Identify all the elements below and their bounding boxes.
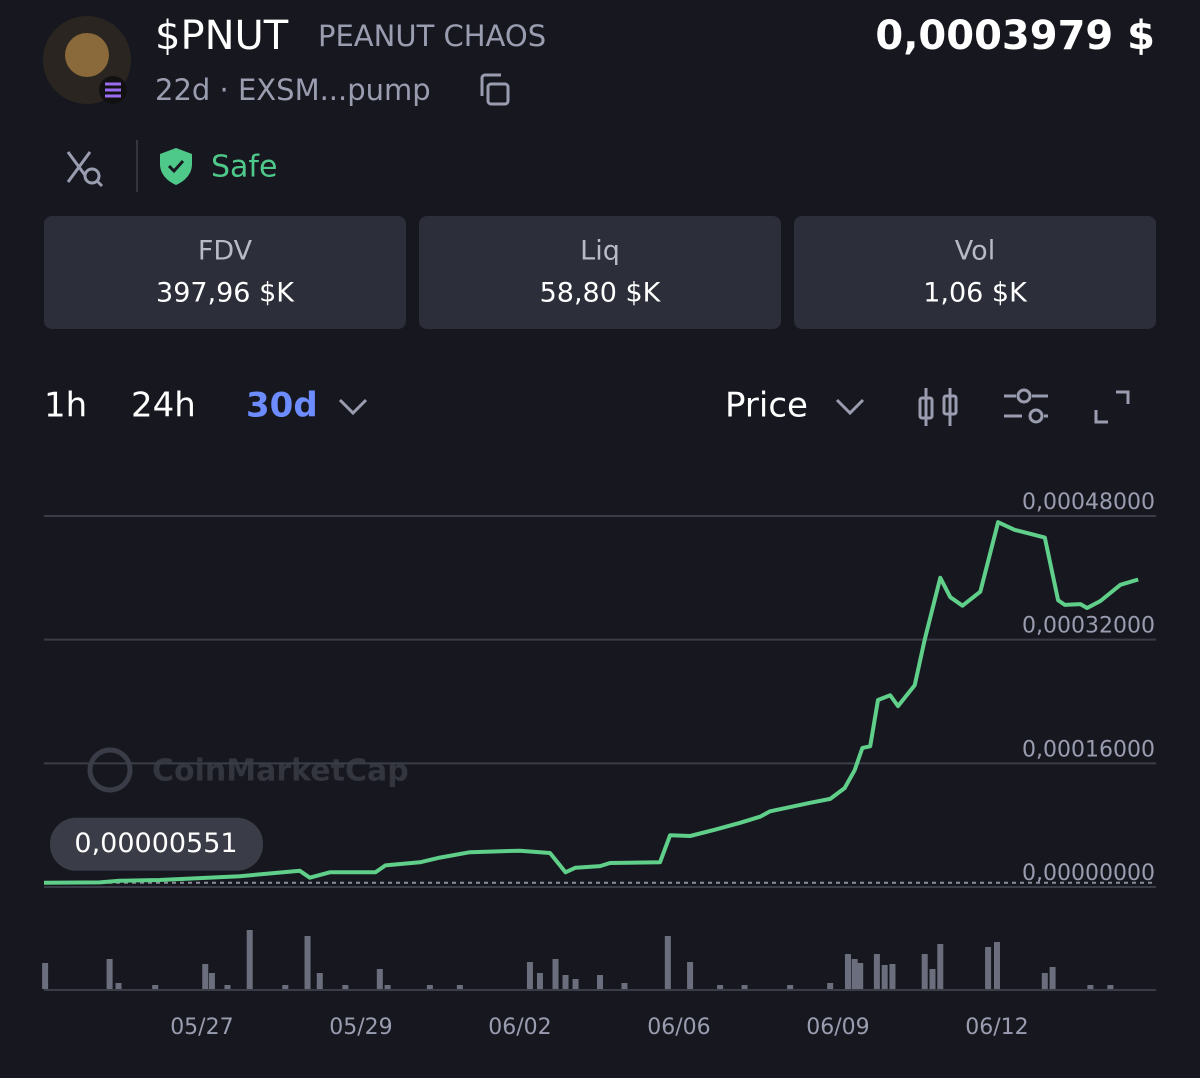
volume-bar: [536, 973, 543, 989]
x-tick-label: 05/27: [170, 1015, 233, 1040]
volume-bar: [456, 985, 463, 989]
stat-label: Liq: [580, 236, 620, 267]
volume-bar: [42, 963, 49, 989]
volume-bar: [246, 930, 253, 989]
volume-bar: [342, 985, 349, 989]
volume-bar: [208, 973, 215, 989]
volume-bar: [929, 969, 936, 989]
volume-bar: [621, 983, 628, 989]
x-tick-label: 06/12: [965, 1015, 1028, 1040]
volume-bar: [526, 962, 533, 989]
timeframe-tab[interactable]: 30d: [246, 386, 318, 426]
volume-bar: [152, 985, 159, 989]
x-search-icon[interactable]: [66, 151, 104, 188]
stat-card: [419, 216, 781, 329]
volume-bar: [1041, 973, 1048, 989]
volume-bar: [384, 985, 391, 989]
volume-bar: [304, 936, 311, 989]
watermark: CoinMarketCap: [152, 754, 409, 789]
chevron[interactable]: [835, 398, 865, 416]
volume-bar: [106, 959, 113, 989]
volume-bar: [889, 964, 896, 989]
volume-bar: [741, 985, 748, 989]
volume-bar: [937, 944, 944, 989]
y-tick-label: 0,00048000: [1022, 490, 1155, 515]
price: 0,0003979 $: [875, 13, 1155, 59]
watermark-logo: [87, 747, 133, 793]
volume-bar: [851, 959, 858, 989]
annotation-pill: [50, 817, 263, 871]
volume-bar: [376, 969, 383, 989]
x-tick-label: 06/09: [806, 1015, 869, 1040]
volume-bar: [881, 965, 888, 989]
stat-card: [44, 216, 406, 329]
stats: FDV 397,96 $K Liq 58,80 $K Vol 1,06 $K: [44, 216, 1156, 329]
stat-value: 58,80 $K: [540, 278, 662, 309]
volume-bar: [857, 963, 864, 989]
volume-bar: [827, 983, 834, 989]
x-tick-label: 05/29: [329, 1015, 392, 1040]
y-tick-label: 0,00032000: [1022, 614, 1155, 639]
volume-bar: [921, 954, 928, 989]
settings-icon[interactable]: [1004, 388, 1048, 424]
chevron[interactable]: [338, 398, 368, 416]
volume-bar: [562, 975, 569, 989]
volume-bar: [687, 962, 694, 989]
volume-bar: [1107, 985, 1114, 989]
volume-bar: [115, 983, 122, 989]
fullscreen-icon[interactable]: [1094, 390, 1130, 424]
ticker: $PNUT: [155, 13, 289, 59]
volume-bar: [787, 985, 794, 989]
timeframe-tab[interactable]: 24h: [131, 386, 196, 426]
volume-bar: [985, 947, 992, 989]
volume-bar: [717, 985, 724, 989]
volume-bar: [426, 985, 433, 989]
annotation-label: 0,00000551: [74, 828, 237, 859]
token-name: PEANUT CHAOS: [318, 19, 546, 53]
volume-bar: [597, 975, 603, 989]
token-avatar[interactable]: [43, 16, 131, 104]
volume-bar: [282, 985, 289, 989]
y-tick-label: 0,00016000: [1022, 737, 1155, 762]
metric-selector[interactable]: Price: [725, 386, 808, 426]
x-tick-label: 06/02: [488, 1015, 551, 1040]
stat-card: [794, 216, 1156, 329]
safe-badge: Safe: [211, 150, 277, 185]
charts: CoinMarketCap 0,00048000 0,00032000 0,00016…: [42, 490, 1156, 1040]
shield-icon: [160, 148, 192, 185]
stat-value: 397,96 $K: [156, 278, 295, 309]
volume-bar: [572, 979, 579, 989]
volume-bar: [552, 959, 559, 989]
price-line: [43, 520, 1139, 885]
copy-icon[interactable]: [480, 73, 510, 106]
volume-bar: [1087, 985, 1094, 989]
stat-value: 1,06 $K: [923, 278, 1028, 309]
stat-label: Vol: [955, 236, 995, 267]
volume-bar: [993, 942, 1000, 989]
volume-bar: [1049, 967, 1056, 989]
token-meta: 22d · EXSM...pump: [155, 73, 431, 107]
volume-bar: [202, 964, 209, 989]
volume-bar: [224, 985, 231, 989]
timeframe-tab[interactable]: 1h: [44, 386, 87, 426]
x-tick-label: 06/06: [647, 1015, 710, 1040]
volume-bar: [316, 973, 323, 989]
candle-icon[interactable]: [918, 388, 958, 426]
volume-bar: [844, 954, 851, 989]
volume-bar: [664, 936, 671, 989]
volume-bar: [873, 954, 880, 989]
stat-label: FDV: [198, 236, 253, 267]
